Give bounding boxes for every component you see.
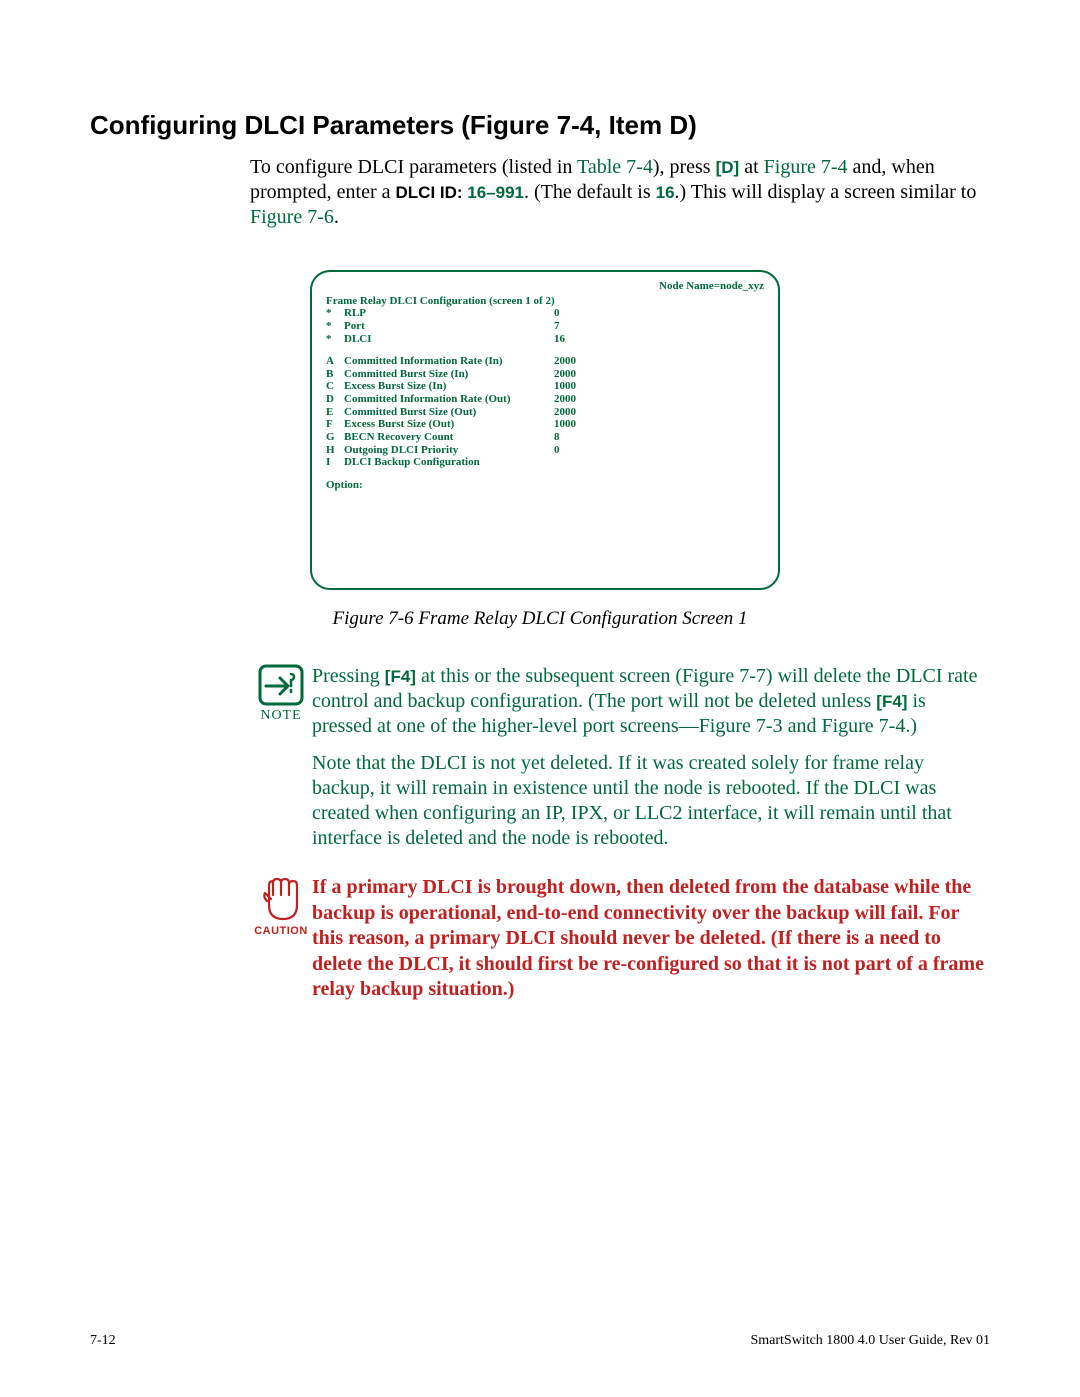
note-text-span: at this or the subsequent screen ( (416, 665, 682, 687)
note-text-span: and (783, 715, 822, 737)
row-key: G (326, 431, 344, 444)
row-key: B (326, 368, 344, 381)
dlci-range: 16–991 (463, 183, 524, 202)
dlci-default: 16 (656, 183, 675, 202)
screen-row: ECommitted Burst Size (Out)2000 (326, 406, 764, 419)
intro-text: To configure DLCI parameters (listed in (250, 156, 577, 178)
note-icon: NOTE (250, 664, 312, 851)
row-value: 2000 (554, 368, 614, 381)
screen-row: *Port7 (326, 320, 764, 333)
row-value: 2000 (554, 406, 614, 419)
key-f4: [F4] (876, 692, 907, 711)
page-footer: 7-12 SmartSwitch 1800 4.0 User Guide, Re… (90, 1333, 990, 1349)
option-prompt: Option: (326, 479, 764, 492)
row-value: 2000 (554, 355, 614, 368)
row-key: * (326, 320, 344, 333)
row-key: E (326, 406, 344, 419)
caution-block: CAUTION If a primary DLCI is brought dow… (250, 875, 990, 1003)
note-text-span: Pressing (312, 665, 385, 687)
screen-row: GBECN Recovery Count8 (326, 431, 764, 444)
screen-row: IDLCI Backup Configuration (326, 456, 764, 469)
screen-row: CExcess Burst Size (In)1000 (326, 380, 764, 393)
caution-paragraph: If a primary DLCI is brought down, then … (312, 875, 990, 1003)
row-key: H (326, 444, 344, 457)
link-figure-7-6[interactable]: Figure 7-6 (250, 206, 334, 228)
row-value: 16 (554, 333, 614, 346)
note-paragraph-1: Pressing [F4] at this or the subsequent … (312, 664, 990, 739)
node-name: Node Name=node_xyz (326, 280, 764, 293)
note-paragraph-2: Note that the DLCI is not yet deleted. I… (312, 751, 990, 851)
screen-row: BCommitted Burst Size (In)2000 (326, 368, 764, 381)
intro-text: at (739, 156, 763, 178)
row-value: 0 (554, 444, 614, 457)
row-key: A (326, 355, 344, 368)
screen-row: FExcess Burst Size (Out)1000 (326, 418, 764, 431)
caution-icon: CAUTION (250, 875, 312, 1003)
row-key: * (326, 307, 344, 320)
screen-row: HOutgoing DLCI Priority0 (326, 444, 764, 457)
row-key: D (326, 393, 344, 406)
intro-text: . (The default is (524, 181, 656, 203)
intro-text: .) This will display a screen similar to (675, 181, 977, 203)
note-block: NOTE Pressing [F4] at this or the subseq… (250, 664, 990, 851)
screen-row: *DLCI16 (326, 333, 764, 346)
link-figure-7-4[interactable]: Figure 7-4 (821, 715, 905, 737)
link-table-7-4[interactable]: Table 7-4 (577, 156, 653, 178)
screen-row: *RLP0 (326, 307, 764, 320)
figure-caption: Figure 7-6 Frame Relay DLCI Configuratio… (90, 608, 990, 630)
row-key: * (326, 333, 344, 346)
row-label: BECN Recovery Count (344, 431, 554, 444)
page-number: 7-12 (90, 1333, 116, 1349)
screen-row: DCommitted Information Rate (Out)2000 (326, 393, 764, 406)
section-heading: Configuring DLCI Parameters (Figure 7-4,… (90, 110, 990, 141)
row-label: DLCI (344, 333, 554, 346)
row-key: F (326, 418, 344, 431)
row-value (554, 456, 614, 469)
row-label: Committed Information Rate (In) (344, 355, 554, 368)
row-label: Excess Burst Size (Out) (344, 418, 554, 431)
intro-text: . (334, 206, 339, 228)
key-d: [D] (716, 158, 740, 177)
row-label: Excess Burst Size (In) (344, 380, 554, 393)
row-key: I (326, 456, 344, 469)
link-figure-7-4[interactable]: Figure 7-4 (764, 156, 853, 178)
note-text-span: .) (905, 715, 917, 737)
row-label: Committed Burst Size (Out) (344, 406, 554, 419)
row-label: Committed Burst Size (In) (344, 368, 554, 381)
row-label: Outgoing DLCI Priority (344, 444, 554, 457)
screen-row: ACommitted Information Rate (In)2000 (326, 355, 764, 368)
dlci-id-prompt: DLCI ID: (396, 183, 463, 202)
key-f4: [F4] (385, 667, 416, 686)
row-label: DLCI Backup Configuration (344, 456, 554, 469)
screen-title: Frame Relay DLCI Configuration (screen 1… (326, 295, 764, 308)
row-value: 8 (554, 431, 614, 444)
link-figure-7-3[interactable]: Figure 7-3 (699, 715, 783, 737)
row-value: 1000 (554, 380, 614, 393)
row-value: 0 (554, 307, 614, 320)
note-label: NOTE (250, 708, 312, 724)
row-value: 7 (554, 320, 614, 333)
row-key: C (326, 380, 344, 393)
row-value: 2000 (554, 393, 614, 406)
row-label: RLP (344, 307, 554, 320)
row-label: Committed Information Rate (Out) (344, 393, 554, 406)
row-value: 1000 (554, 418, 614, 431)
row-label: Port (344, 320, 554, 333)
caution-label: CAUTION (250, 925, 312, 937)
link-figure-7-7[interactable]: Figure 7-7 (682, 665, 766, 687)
config-screen: Node Name=node_xyz Frame Relay DLCI Conf… (310, 270, 780, 590)
doc-title: SmartSwitch 1800 4.0 User Guide, Rev 01 (750, 1333, 990, 1349)
intro-text: ), press (653, 156, 716, 178)
intro-paragraph: To configure DLCI parameters (listed in … (250, 155, 990, 230)
